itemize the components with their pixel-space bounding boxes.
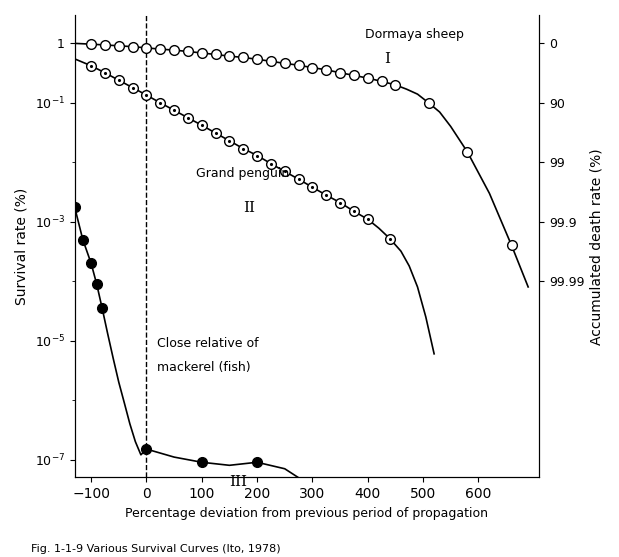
Text: Close relative of: Close relative of [157,337,259,350]
Text: mackerel (fish): mackerel (fish) [157,360,251,374]
Text: II: II [243,202,255,216]
Text: III: III [230,475,248,489]
Text: Dormaya sheep: Dormaya sheep [365,28,464,41]
X-axis label: Percentage deviation from previous period of propagation: Percentage deviation from previous perio… [126,507,488,520]
Y-axis label: Survival rate (%): Survival rate (%) [15,188,29,305]
Text: Grand penguin: Grand penguin [196,167,290,180]
Y-axis label: Accumulated death rate (%): Accumulated death rate (%) [590,148,604,345]
Text: I: I [384,52,391,66]
Text: Fig. 1-1-9 Various Survival Curves (Ito, 1978): Fig. 1-1-9 Various Survival Curves (Ito,… [31,544,280,554]
